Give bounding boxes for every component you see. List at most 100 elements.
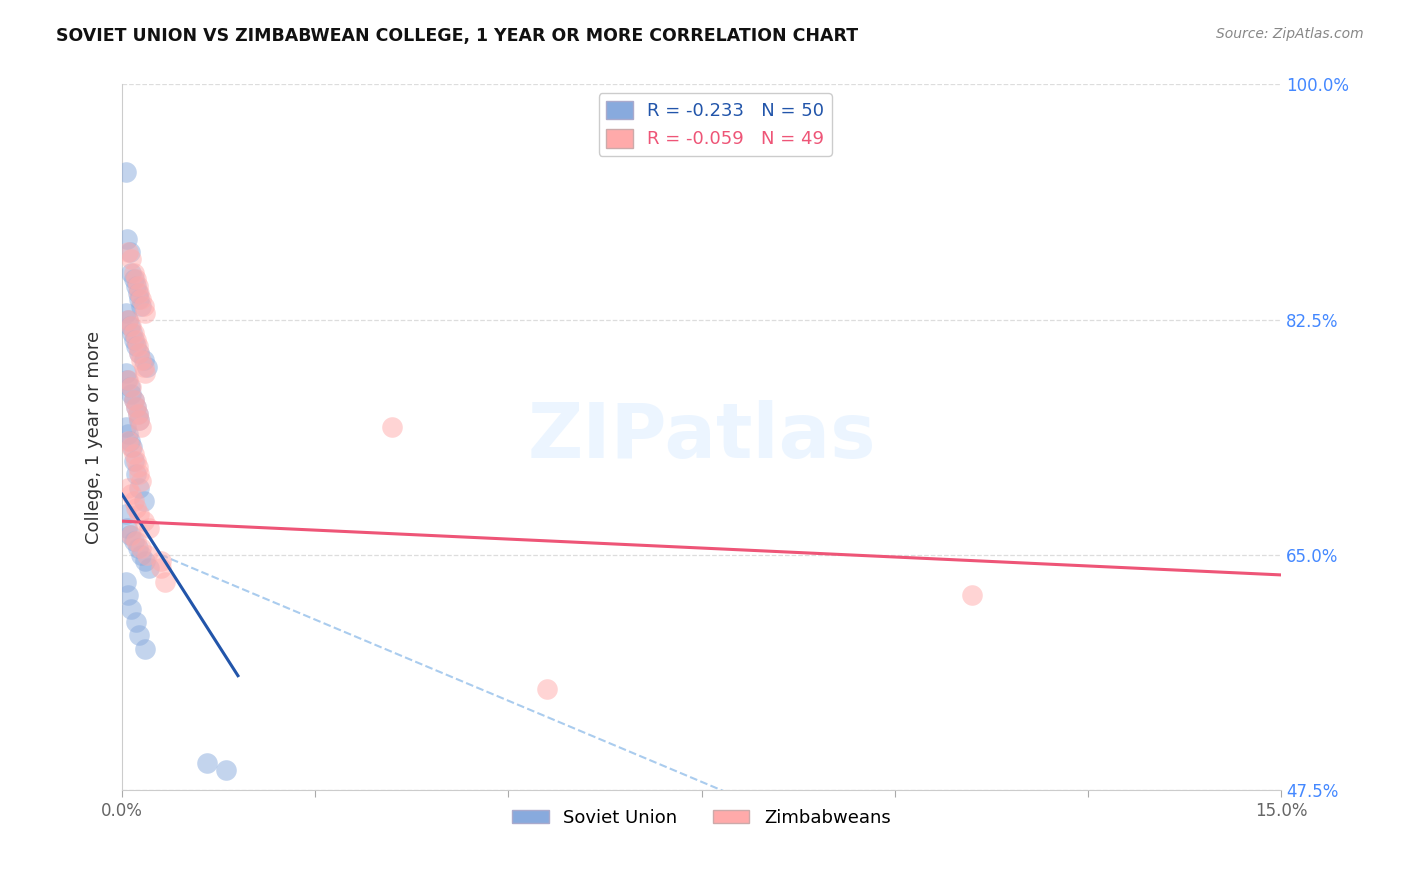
Point: [132, 494, 155, 508]
Legend: Soviet Union, Zimbabweans: Soviet Union, Zimbabweans: [505, 801, 898, 834]
Point: [134, 306, 156, 320]
Point: [127, 285, 149, 300]
Point: [128, 413, 150, 427]
Point: [149, 561, 172, 575]
Point: [117, 312, 139, 326]
Point: [127, 339, 149, 353]
Point: [117, 588, 139, 602]
Point: [125, 615, 148, 629]
Point: [120, 527, 142, 541]
Point: [118, 434, 141, 448]
Point: [122, 266, 145, 280]
Point: [132, 299, 155, 313]
Point: [131, 293, 153, 307]
Point: [121, 326, 143, 340]
Point: [122, 272, 145, 286]
Point: [115, 165, 138, 179]
Point: [115, 306, 138, 320]
Point: [128, 467, 150, 482]
Point: [122, 393, 145, 408]
Point: [128, 346, 150, 360]
Point: [131, 299, 153, 313]
Point: [118, 245, 141, 260]
Point: [125, 339, 148, 353]
Point: [132, 359, 155, 374]
Point: [125, 400, 148, 414]
Point: [117, 521, 139, 535]
Point: [117, 245, 139, 260]
Point: [115, 420, 138, 434]
Point: [122, 447, 145, 461]
Point: [120, 266, 142, 280]
Text: Source: ZipAtlas.com: Source: ZipAtlas.com: [1216, 27, 1364, 41]
Point: [115, 508, 138, 522]
Point: [118, 527, 141, 541]
Point: [117, 434, 139, 448]
Point: [125, 400, 148, 414]
Point: [138, 561, 160, 575]
Point: [135, 359, 157, 374]
Point: [153, 574, 176, 589]
Point: [120, 601, 142, 615]
Point: [117, 481, 139, 495]
Point: [120, 487, 142, 501]
Point: [118, 380, 141, 394]
Point: [960, 588, 983, 602]
Point: [125, 279, 148, 293]
Point: [131, 352, 153, 367]
Point: [128, 481, 150, 495]
Point: [127, 407, 149, 421]
Point: [125, 467, 148, 482]
Point: [135, 548, 157, 562]
Point: [120, 252, 142, 267]
Point: [134, 554, 156, 568]
Point: [128, 346, 150, 360]
Point: [128, 508, 150, 522]
Point: [131, 548, 153, 562]
Point: [128, 285, 150, 300]
Point: [120, 380, 142, 394]
Point: [134, 641, 156, 656]
Point: [138, 521, 160, 535]
Point: [117, 373, 139, 387]
Point: [117, 373, 139, 387]
Point: [127, 407, 149, 421]
Point: [215, 763, 238, 777]
Point: [120, 440, 142, 454]
Point: [125, 534, 148, 549]
Point: [381, 420, 404, 434]
Point: [195, 756, 218, 770]
Point: [125, 500, 148, 515]
Point: [122, 326, 145, 340]
Point: [115, 367, 138, 381]
Point: [131, 541, 153, 555]
Point: [536, 682, 558, 697]
Point: [117, 312, 139, 326]
Point: [132, 514, 155, 528]
Point: [125, 333, 148, 347]
Point: [127, 541, 149, 555]
Point: [131, 474, 153, 488]
Point: [128, 293, 150, 307]
Point: [127, 460, 149, 475]
Point: [131, 420, 153, 434]
Point: [128, 413, 150, 427]
Point: [120, 386, 142, 401]
Point: [122, 453, 145, 467]
Point: [127, 279, 149, 293]
Point: [134, 367, 156, 381]
Text: ZIPatlas: ZIPatlas: [527, 401, 876, 475]
Point: [125, 453, 148, 467]
Point: [120, 319, 142, 334]
Point: [121, 440, 143, 454]
Point: [122, 393, 145, 408]
Point: [115, 574, 138, 589]
Point: [132, 352, 155, 367]
Text: SOVIET UNION VS ZIMBABWEAN COLLEGE, 1 YEAR OR MORE CORRELATION CHART: SOVIET UNION VS ZIMBABWEAN COLLEGE, 1 YE…: [56, 27, 859, 45]
Point: [149, 554, 172, 568]
Point: [122, 534, 145, 549]
Y-axis label: College, 1 year or more: College, 1 year or more: [86, 331, 103, 544]
Point: [122, 494, 145, 508]
Point: [117, 232, 139, 246]
Point: [117, 426, 139, 441]
